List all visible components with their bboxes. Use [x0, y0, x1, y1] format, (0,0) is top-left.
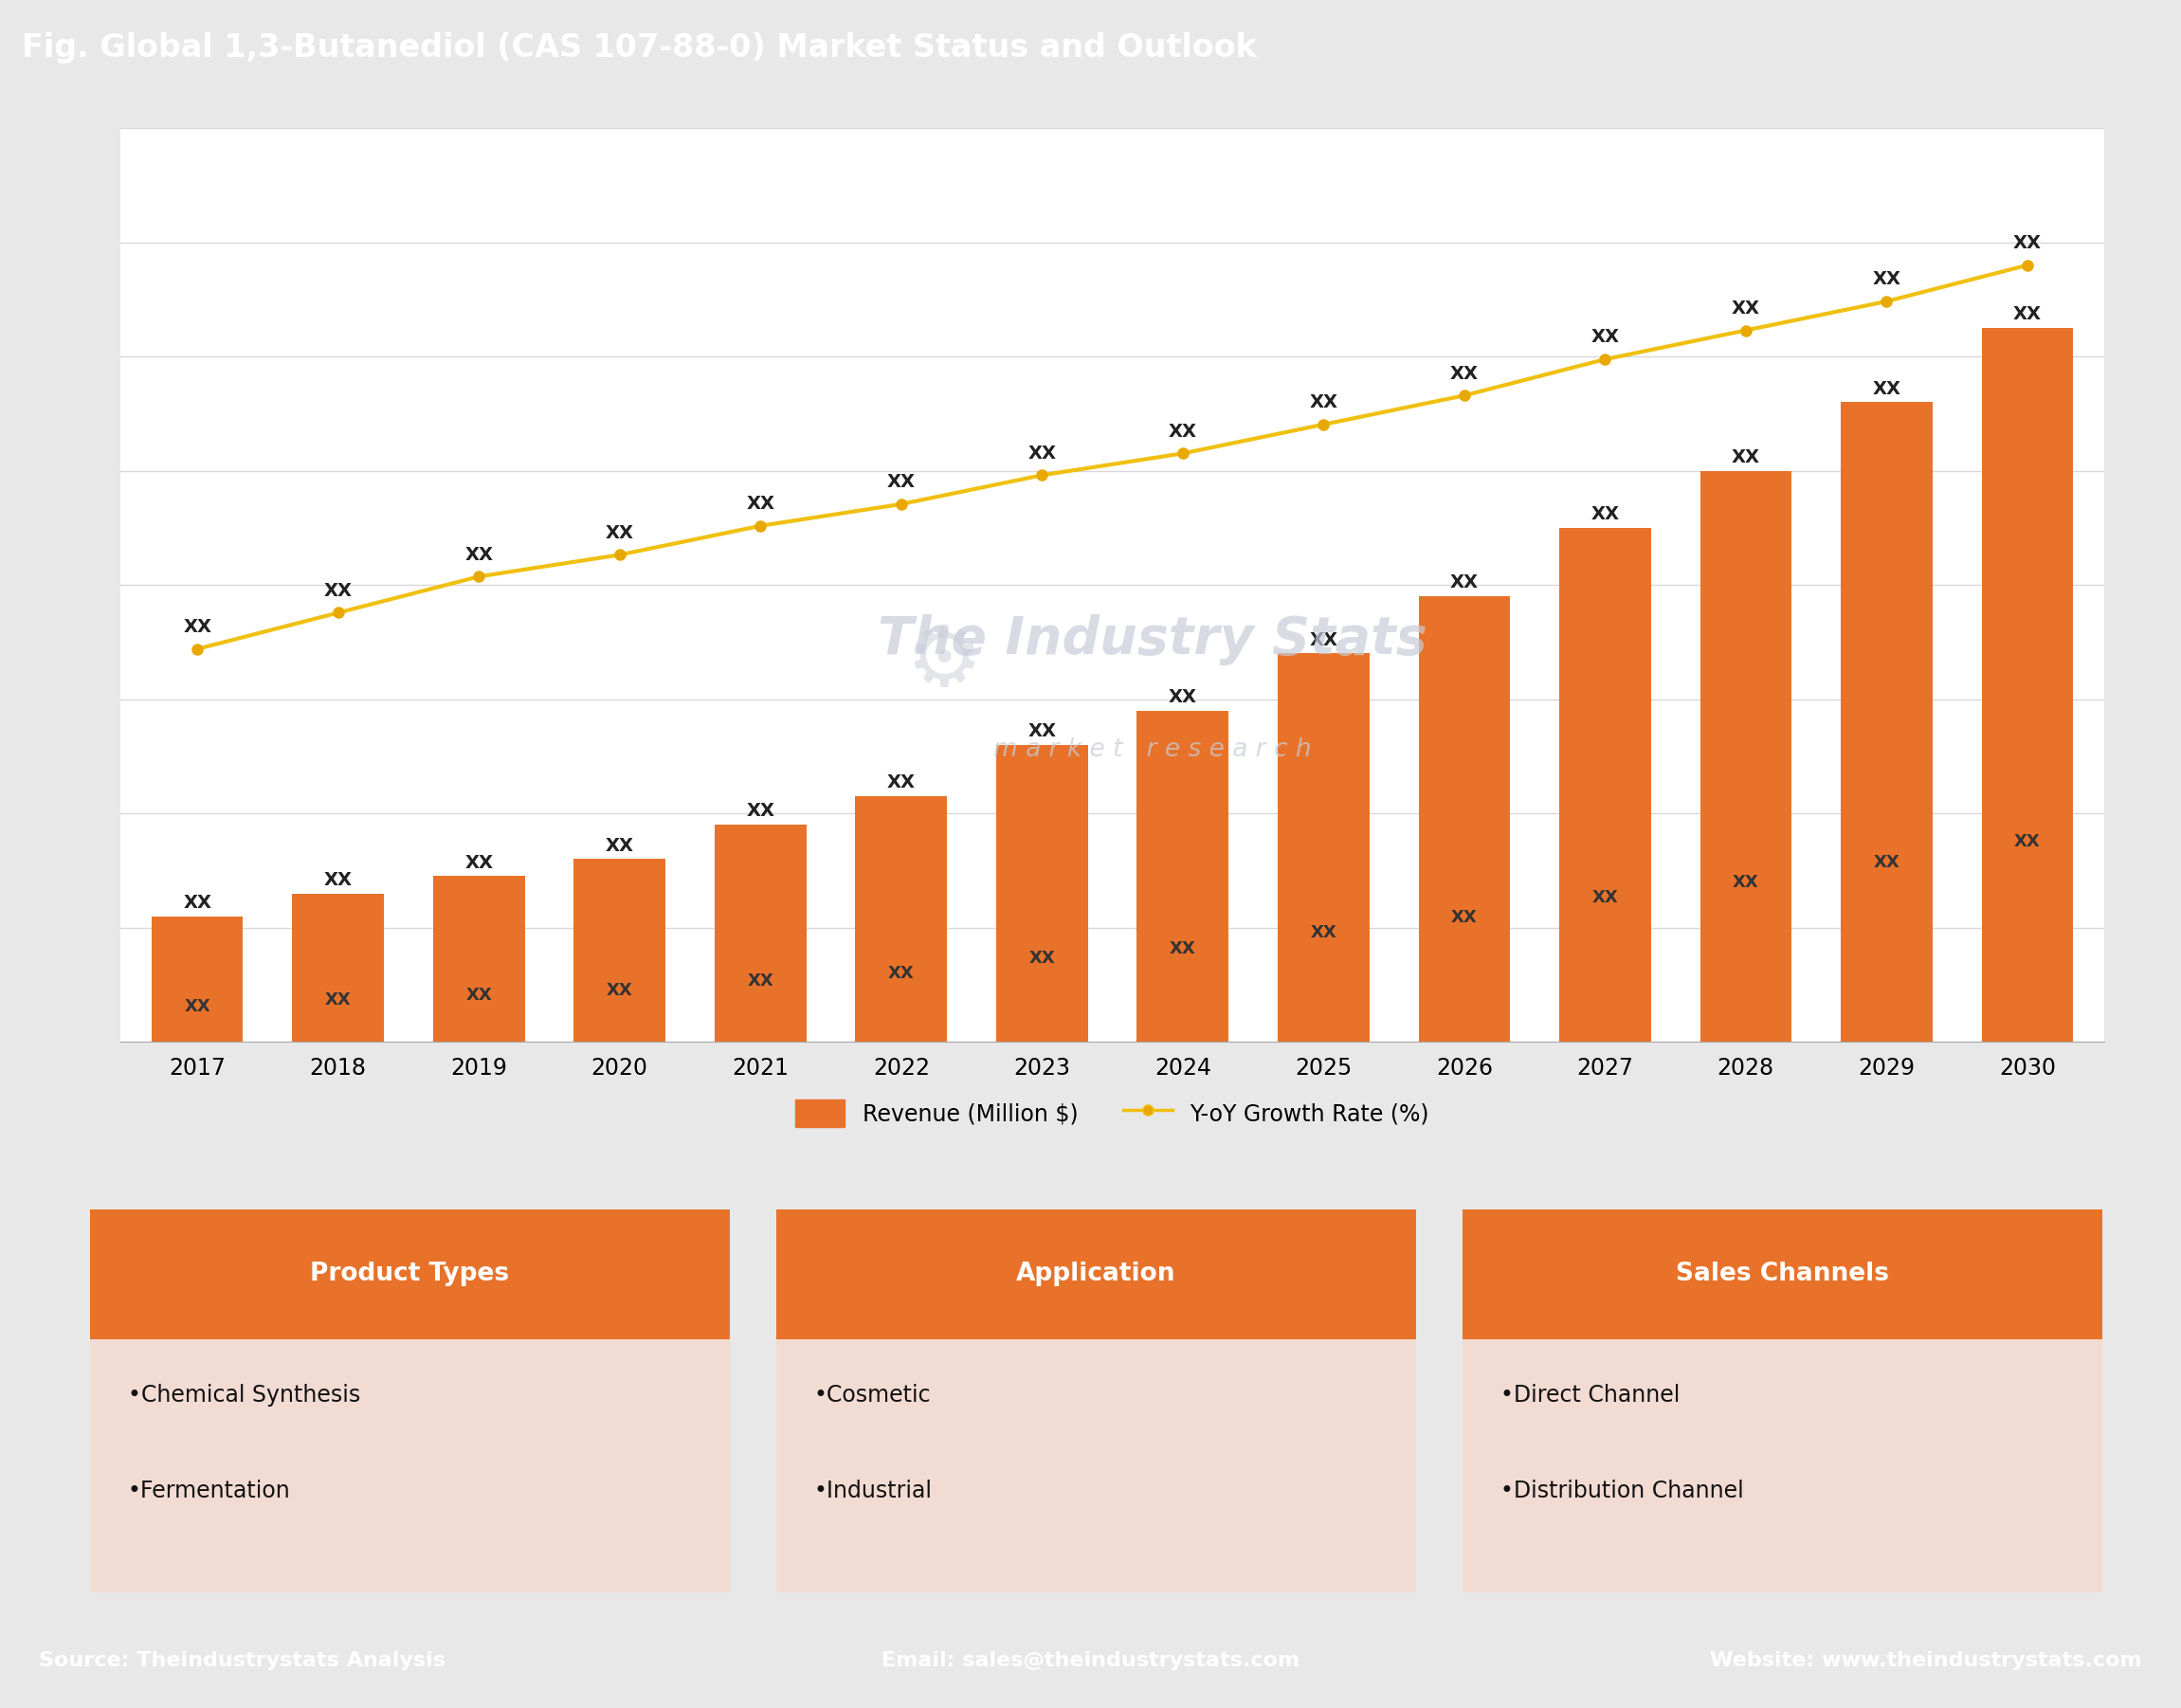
- Text: XX: XX: [1732, 873, 1758, 890]
- Text: XX: XX: [465, 545, 493, 564]
- Text: XX: XX: [1311, 924, 1337, 941]
- Bar: [1983, 328, 2072, 1042]
- Text: XX: XX: [888, 774, 916, 793]
- Bar: [153, 915, 242, 1042]
- Text: XX: XX: [467, 987, 493, 1004]
- Text: XX: XX: [183, 893, 212, 912]
- Text: XX: XX: [1450, 364, 1479, 383]
- Text: XX: XX: [325, 871, 353, 888]
- Text: XX: XX: [1169, 688, 1197, 705]
- Text: XX: XX: [1732, 447, 1760, 466]
- FancyBboxPatch shape: [89, 1209, 731, 1339]
- Text: Website: www.theindustrystats.com: Website: www.theindustrystats.com: [1710, 1652, 2142, 1670]
- Text: Fig. Global 1,3-Butanediol (CAS 107-88-0) Market Status and Outlook: Fig. Global 1,3-Butanediol (CAS 107-88-0…: [22, 32, 1256, 63]
- Bar: [1841, 401, 1932, 1042]
- Text: XX: XX: [746, 803, 774, 820]
- Text: Application: Application: [1016, 1262, 1176, 1286]
- Legend: Revenue (Million $), Y-oY Growth Rate (%): Revenue (Million $), Y-oY Growth Rate (%…: [787, 1091, 1437, 1136]
- Text: XX: XX: [746, 495, 774, 512]
- Bar: [434, 876, 526, 1042]
- Text: XX: XX: [1169, 422, 1197, 441]
- Text: XX: XX: [1027, 722, 1056, 740]
- Text: XX: XX: [1309, 630, 1337, 649]
- Text: XX: XX: [2013, 834, 2041, 851]
- Text: XX: XX: [606, 837, 635, 854]
- Text: XX: XX: [1027, 444, 1056, 463]
- Text: XX: XX: [1590, 328, 1618, 347]
- Text: XX: XX: [606, 524, 635, 541]
- FancyBboxPatch shape: [89, 1339, 731, 1592]
- FancyBboxPatch shape: [1461, 1209, 2102, 1339]
- Text: •Industrial: •Industrial: [814, 1479, 933, 1503]
- Text: XX: XX: [1169, 941, 1195, 958]
- Text: XX: XX: [888, 965, 914, 982]
- Bar: [1136, 711, 1228, 1042]
- Text: XX: XX: [888, 473, 916, 492]
- Text: XX: XX: [1592, 890, 1618, 907]
- Text: Email: sales@theindustrystats.com: Email: sales@theindustrystats.com: [881, 1652, 1300, 1670]
- Bar: [1559, 528, 1651, 1042]
- Bar: [997, 745, 1088, 1042]
- Text: XX: XX: [1450, 909, 1477, 926]
- Text: XX: XX: [325, 992, 351, 1009]
- Text: XX: XX: [748, 972, 774, 989]
- Text: XX: XX: [1732, 299, 1760, 318]
- Bar: [855, 796, 947, 1042]
- FancyBboxPatch shape: [1461, 1339, 2102, 1592]
- Text: Source: Theindustrystats Analysis: Source: Theindustrystats Analysis: [39, 1652, 445, 1670]
- FancyBboxPatch shape: [776, 1339, 1415, 1592]
- Text: XX: XX: [1871, 270, 1900, 289]
- Text: The Industry Stats: The Industry Stats: [877, 615, 1426, 666]
- Text: •Distribution Channel: •Distribution Channel: [1501, 1479, 1743, 1503]
- Bar: [1418, 596, 1509, 1042]
- Text: XX: XX: [1873, 854, 1900, 871]
- Text: ⚙: ⚙: [905, 622, 981, 704]
- Bar: [292, 893, 384, 1042]
- Text: •Cosmetic: •Cosmetic: [814, 1383, 931, 1407]
- Text: XX: XX: [1309, 393, 1337, 412]
- Bar: [1278, 654, 1370, 1042]
- Text: •Direct Channel: •Direct Channel: [1501, 1383, 1679, 1407]
- Text: Product Types: Product Types: [310, 1262, 510, 1286]
- Text: •Fermentation: •Fermentation: [129, 1479, 290, 1503]
- Text: XX: XX: [2013, 234, 2041, 253]
- Text: XX: XX: [465, 854, 493, 871]
- Text: •Chemical Synthesis: •Chemical Synthesis: [129, 1383, 360, 1407]
- FancyBboxPatch shape: [776, 1209, 1415, 1339]
- Text: XX: XX: [183, 618, 212, 635]
- Bar: [574, 859, 665, 1042]
- Text: XX: XX: [2013, 306, 2041, 323]
- Bar: [1699, 471, 1791, 1042]
- Text: XX: XX: [1450, 574, 1479, 593]
- Text: Sales Channels: Sales Channels: [1675, 1262, 1889, 1286]
- Text: XX: XX: [1590, 506, 1618, 523]
- Text: XX: XX: [325, 582, 353, 600]
- Text: XX: XX: [183, 997, 212, 1015]
- Bar: [715, 825, 807, 1042]
- Text: XX: XX: [1029, 950, 1056, 967]
- Text: m a r k e t   r e s e a r c h: m a r k e t r e s e a r c h: [992, 738, 1311, 762]
- Text: XX: XX: [1871, 379, 1900, 398]
- Text: XX: XX: [606, 982, 632, 999]
